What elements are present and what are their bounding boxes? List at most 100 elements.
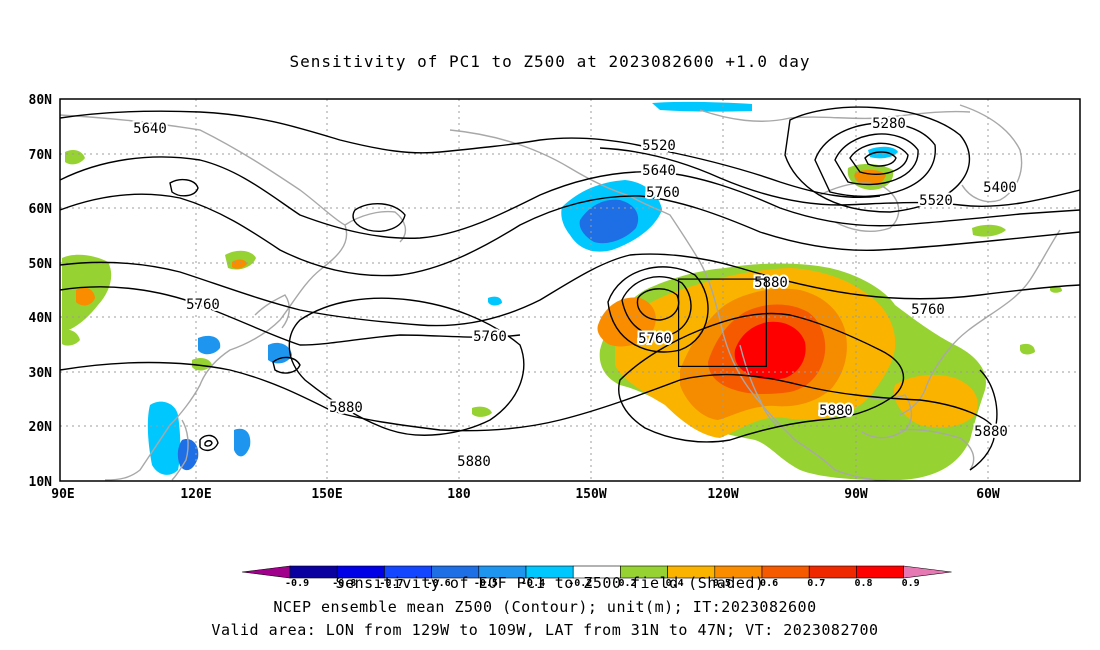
contour-labels: 5640 5520 5640 5760 5280 5400 5520 5760 … [131, 114, 1019, 472]
colorbar-tick-label: -0.8 [332, 578, 356, 589]
contour-label: 5640 [133, 121, 167, 137]
colorbar-tick-label: -0.5 [474, 578, 498, 589]
colorbar-tick-label: -0.2 [568, 578, 592, 589]
lon-tick-label: 150W [575, 487, 606, 502]
contour-5880-na-high [618, 312, 905, 443]
negative-sensitivity-gulf-of-alaska-core [579, 199, 639, 244]
caption-line-valid-area: Valid area: LON from 129W to 109W, LAT f… [211, 621, 878, 639]
negative-sensitivity-dateline [488, 296, 502, 306]
figure-caption: Sensitivity of EOF PC1 to Z500 field (Sh… [211, 574, 878, 639]
colorbar-segment [761, 565, 810, 579]
colorbar-tick-label: -0.7 [379, 578, 403, 589]
coastline-north-america-west [699, 261, 891, 481]
negative-sensitivity-china-coast [198, 335, 221, 355]
colorbar-tick-label: 0.4 [666, 578, 684, 589]
contour-5760-inner-a [60, 286, 521, 346]
figure-title: Sensitivity of PC1 to Z500 at 2023082600… [289, 52, 810, 71]
colorbar-right-arrow [903, 565, 952, 579]
contour-label: 5760 [646, 185, 680, 201]
colorbar-segment [289, 565, 338, 579]
contour-low-philippines-inner [204, 440, 213, 447]
latitude-axis: 80N 70N 60N 50N 40N 30N 20N 10N [29, 93, 53, 490]
contour-low-canada-5 [784, 106, 971, 213]
contour-5880-pacific-high [288, 297, 525, 436]
negative-sensitivity-philippines-core [177, 439, 199, 471]
colorbar: -0.9 -0.8 -0.7 -0.6 -0.5 -0.4 -0.2 0.2 0.4 0.5 0.6… [241, 565, 952, 589]
coastline-philippines [171, 419, 189, 481]
contour-low-east-pacific-2 [621, 276, 692, 337]
coastline-canadian-arctic [699, 109, 971, 122]
lat-tick-label: 20N [29, 420, 53, 435]
lon-tick-label: 90E [51, 487, 74, 502]
contour-5640-mid [60, 156, 1080, 239]
positive-sensitivity-mongolia-core [232, 259, 247, 269]
coastline-asia [60, 114, 348, 481]
lat-tick-label: 60N [29, 202, 53, 217]
caption-line-shading: Sensitivity of EOF PC1 to Z500 field (Sh… [336, 574, 765, 592]
contour-atlantic-high [979, 369, 998, 431]
contour-label: 5760 [473, 329, 507, 345]
contour-low-canada-3 [834, 133, 919, 186]
negative-sensitivity-arctic [652, 101, 752, 112]
contour-low-philippines [199, 434, 219, 452]
longitude-axis: 90E 120E 150E 180 150W 120W 90W 60W [51, 487, 1000, 502]
positive-sensitivity-eastern-pacific [597, 297, 656, 347]
contour-label: 5880 [974, 424, 1008, 440]
contour-low-west-pacific-b [352, 203, 406, 232]
positive-sensitivity-north-america-core [734, 321, 806, 380]
contour-label: 5880 [329, 400, 363, 416]
negative-sensitivity-west-pacific [234, 428, 251, 457]
contour-label: 5880 [754, 275, 788, 291]
lat-tick-label: 10N [29, 475, 53, 490]
contour-label: 5520 [919, 193, 953, 209]
colorbar-tick-label: -0.4 [521, 578, 545, 589]
coastline-greenland [959, 104, 1023, 203]
contour-label: 5760 [186, 297, 220, 313]
contour-label: 5280 [872, 116, 906, 132]
lon-tick-label: 90W [844, 487, 868, 502]
colorbar-tick-label: 0.8 [854, 578, 872, 589]
colorbar-tick-label: -0.9 [285, 578, 309, 589]
contour-5640-north [60, 110, 881, 198]
colorbar-segment [856, 565, 904, 579]
colorbar-tick-label: 0.5 [713, 578, 731, 589]
colorbar-segment [808, 565, 857, 579]
contour-5760-mid [60, 193, 1080, 277]
colorbar-tick-label: 0.6 [760, 578, 778, 589]
contour-5760-south [60, 253, 1080, 327]
positive-sensitivity-se-us [893, 374, 978, 428]
lon-tick-label: 60W [976, 487, 1000, 502]
contour-low-east-pacific-3 [607, 266, 709, 353]
colorbar-tick-label: 0.7 [807, 578, 825, 589]
map-panel: 5640 5520 5640 5760 5280 5400 5520 5760 … [59, 98, 1081, 482]
coastline-hudson-bay [819, 182, 900, 232]
lat-tick-label: 40N [29, 311, 53, 326]
coastline-gulf-of-mexico [859, 394, 913, 439]
z500-contours [60, 106, 1080, 471]
contour-low-west-pacific-a [169, 178, 199, 197]
contour-low-canada-2 [849, 142, 909, 175]
contour-label: 5760 [911, 302, 945, 318]
coastline-japan [254, 294, 290, 329]
lon-tick-label: 120W [707, 487, 738, 502]
colorbar-tick-label: -0.6 [427, 578, 451, 589]
coastline-caribbean [899, 428, 975, 471]
contour-5880 [60, 361, 996, 471]
colorbar-left-arrow [241, 565, 291, 579]
negative-sensitivity-japan [268, 342, 292, 364]
lon-tick-label: 120E [180, 487, 211, 502]
valid-area-box [677, 278, 767, 368]
contour-label: 5400 [983, 180, 1017, 196]
contour-label: 5640 [642, 163, 676, 179]
contour-label: 5880 [457, 454, 491, 470]
positive-sensitivity-central-pacific [472, 406, 492, 417]
contour-low-canada-4 [814, 122, 936, 197]
contour-label: 5520 [642, 138, 676, 154]
coastline-baja [739, 344, 779, 427]
coastline-north-america-east [899, 229, 1061, 416]
contour-label: 5760 [638, 331, 672, 347]
lon-tick-label: 180 [447, 487, 471, 502]
colorbar-tick-label: 0.2 [618, 578, 636, 589]
contour-label: 5880 [819, 403, 853, 419]
lat-tick-label: 50N [29, 257, 53, 272]
